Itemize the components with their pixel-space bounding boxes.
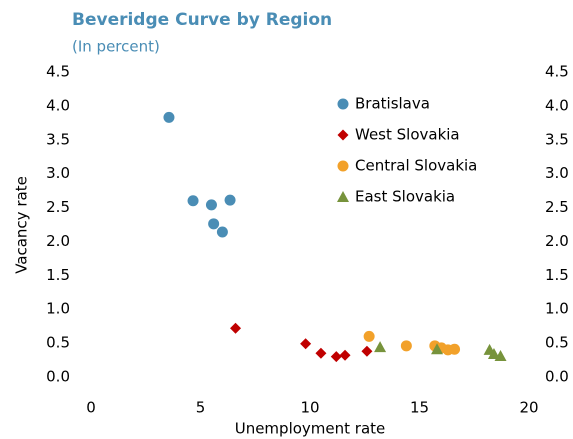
marker	[431, 343, 444, 355]
marker	[339, 349, 351, 361]
y2-tick-label: 1.0	[545, 300, 569, 318]
legend-label: Bratislava	[355, 95, 430, 113]
y2-tick-label: 1.5	[545, 266, 569, 284]
y2-tick-label: 2.5	[545, 198, 569, 216]
marker	[216, 226, 228, 238]
y2-tick-label: 2.0	[545, 232, 569, 250]
legend-marker	[337, 129, 349, 141]
marker	[363, 330, 375, 342]
marker	[300, 338, 312, 350]
y-tick-label: 2.0	[46, 232, 70, 250]
marker	[315, 347, 327, 359]
legend-label: West Slovakia	[355, 126, 460, 144]
marker	[330, 351, 342, 363]
x-axis-label: Unemployment rate	[235, 420, 386, 438]
y-tick-label: 3.0	[46, 164, 70, 182]
chart-subtitle: (In percent)	[72, 38, 160, 56]
marker	[494, 349, 507, 361]
y2-tick-label: 0.5	[545, 334, 569, 352]
marker	[187, 195, 199, 207]
y-tick-label: 3.5	[46, 130, 70, 148]
legend-marker	[337, 191, 349, 202]
y2-tick-label: 3.5	[545, 130, 569, 148]
y2-tick-label: 0.0	[545, 368, 569, 386]
y-tick-label: 1.5	[46, 266, 70, 284]
legend-label: East Slovakia	[355, 188, 455, 206]
x-tick-label: 15	[410, 399, 429, 417]
legend-marker	[337, 160, 349, 172]
marker	[374, 341, 387, 353]
marker	[487, 347, 500, 359]
y-axis-label: Vacancy rate	[13, 176, 31, 274]
y-tick-label: 2.5	[46, 198, 70, 216]
legend-label: Central Slovakia	[355, 157, 477, 175]
y-tick-label: 0.5	[46, 334, 70, 352]
marker	[163, 111, 175, 123]
y2-tick-label: 3.0	[545, 164, 569, 182]
y-tick-label: 0.0	[46, 368, 70, 386]
y2-tick-label: 4.5	[545, 63, 569, 81]
marker	[224, 194, 236, 206]
marker	[230, 322, 242, 334]
x-tick-label: 20	[519, 399, 538, 417]
y2-tick-label: 4.0	[545, 96, 569, 114]
y-tick-label: 1.0	[46, 300, 70, 318]
x-tick-label: 10	[300, 399, 319, 417]
legend-marker	[337, 98, 349, 110]
marker	[205, 199, 217, 211]
marker	[361, 345, 373, 357]
x-tick-label: 0	[86, 399, 96, 417]
marker	[449, 343, 461, 355]
marker	[208, 218, 220, 230]
y-tick-label: 4.0	[46, 96, 70, 114]
y-tick-label: 4.5	[46, 63, 70, 81]
marker	[400, 340, 412, 352]
x-tick-label: 5	[196, 399, 206, 417]
chart-title: Beveridge Curve by Region	[72, 10, 332, 30]
